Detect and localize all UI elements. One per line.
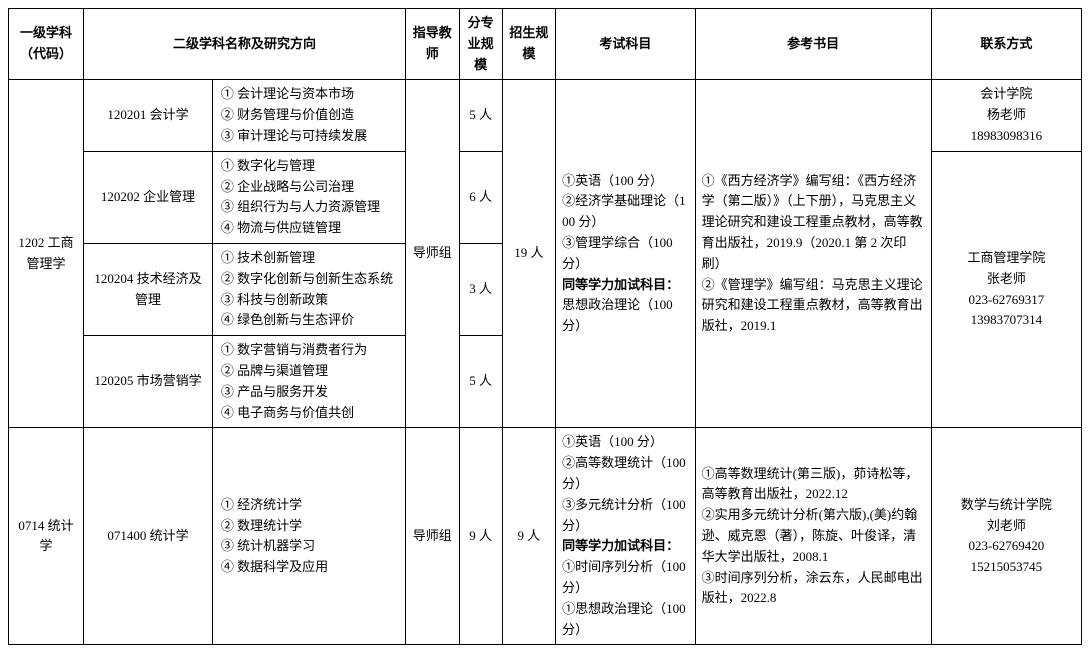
admissions-table: 一级学科（代码） 二级学科名称及研究方向 指导教师 分专业规模 招生规模 考试科… — [8, 8, 1082, 645]
subsize-cell: 9 人 — [459, 428, 502, 645]
col-level1: 一级学科（代码） — [9, 9, 84, 80]
total-cell: 9 人 — [502, 428, 556, 645]
subsize-cell: 5 人 — [459, 336, 502, 428]
table-row: 0714 统计学 071400 统计学 ① 经济统计学 ② 数理统计学 ③ 统计… — [9, 428, 1082, 645]
level2-name: 120205 市场营销学 — [84, 336, 213, 428]
level2-name: 120204 技术经济及管理 — [84, 243, 213, 335]
col-contact: 联系方式 — [931, 9, 1081, 80]
ref-cell: ①《西方经济学》编写组：《西方经济学（第二版）》（上下册），马克思主义理论研究和… — [695, 80, 931, 428]
directions: ① 经济统计学 ② 数理统计学 ③ 统计机器学习 ④ 数据科学及应用 — [212, 428, 405, 645]
total-cell: 19 人 — [502, 80, 556, 428]
level1-cell: 0714 统计学 — [9, 428, 84, 645]
contact-cell: 会计学院 杨老师 18983098316 — [931, 80, 1081, 151]
directions: ① 会计理论与资本市场 ② 财务管理与价值创造 ③ 审计理论与可持续发展 — [212, 80, 405, 151]
col-level2: 二级学科名称及研究方向 — [84, 9, 406, 80]
subsize-cell: 3 人 — [459, 243, 502, 335]
level2-name: 120201 会计学 — [84, 80, 213, 151]
col-subsize: 分专业规模 — [459, 9, 502, 80]
ref-cell: ①高等数理统计(第三版)，茆诗松等，高等教育出版社，2022.12 ②实用多元统… — [695, 428, 931, 645]
subsize-cell: 5 人 — [459, 80, 502, 151]
subsize-cell: 6 人 — [459, 151, 502, 243]
advisor-cell: 导师组 — [405, 80, 459, 428]
advisor-cell: 导师组 — [405, 428, 459, 645]
level2-name: 120202 企业管理 — [84, 151, 213, 243]
col-advisor: 指导教师 — [405, 9, 459, 80]
table-row: 1202 工商管理学 120201 会计学 ① 会计理论与资本市场 ② 财务管理… — [9, 80, 1082, 151]
contact-cell: 数学与统计学院 刘老师 023-62769420 15215053745 — [931, 428, 1081, 645]
directions: ① 数字化与管理 ② 企业战略与公司治理 ③ 组织行为与人力资源管理 ④ 物流与… — [212, 151, 405, 243]
level2-name: 071400 统计学 — [84, 428, 213, 645]
col-total: 招生规模 — [502, 9, 556, 80]
contact-cell: 工商管理学院 张老师 023-62769317 13983707314 — [931, 151, 1081, 428]
exam-cell: ①英语（100 分） ②高等数理统计（100 分） ③多元统计分析（100 分）… — [556, 428, 695, 645]
col-exam: 考试科目 — [556, 9, 695, 80]
exam-cell: ①英语（100 分） ②经济学基础理论（100 分） ③管理学综合（100 分）… — [556, 80, 695, 428]
directions: ① 数字营销与消费者行为 ② 品牌与渠道管理 ③ 产品与服务开发 ④ 电子商务与… — [212, 336, 405, 428]
col-ref: 参考书目 — [695, 9, 931, 80]
directions: ① 技术创新管理 ② 数字化创新与创新生态系统 ③ 科技与创新政策 ④ 绿色创新… — [212, 243, 405, 335]
header-row: 一级学科（代码） 二级学科名称及研究方向 指导教师 分专业规模 招生规模 考试科… — [9, 9, 1082, 80]
level1-cell: 1202 工商管理学 — [9, 80, 84, 428]
